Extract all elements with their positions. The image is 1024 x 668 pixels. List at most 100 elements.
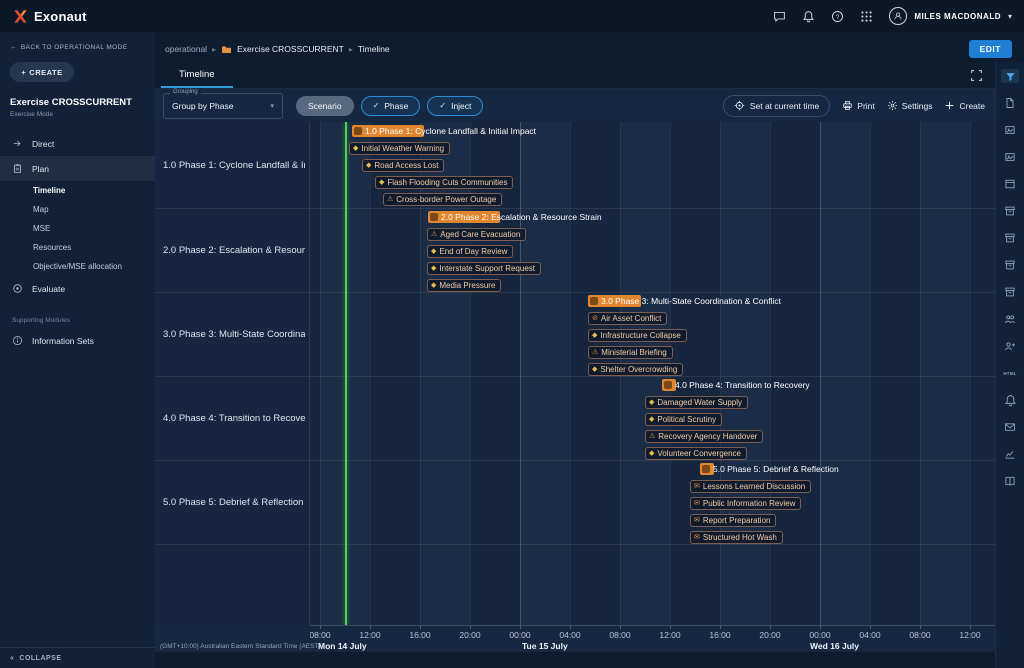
phase-bar-5[interactable] xyxy=(700,463,714,475)
sidebar-subitem-map[interactable]: Map xyxy=(33,205,49,214)
sidebar-item-information-sets[interactable]: Information Sets xyxy=(0,328,155,353)
settings-button[interactable]: Settings xyxy=(887,100,932,111)
edit-button[interactable]: EDIT xyxy=(968,40,1012,58)
inject-initial-weather-warning[interactable]: ◆ Initial Weather Warning xyxy=(349,142,451,155)
grouping-select[interactable]: Grouping Group by Phase ▾ xyxy=(163,88,283,119)
inject-label: Damaged Water Supply xyxy=(657,397,743,407)
phase-bar-2[interactable] xyxy=(428,211,500,223)
chat-icon[interactable] xyxy=(773,10,786,23)
archive-icon[interactable] xyxy=(1001,231,1019,245)
user-menu[interactable]: MILES MACDONALD ▾ xyxy=(889,7,1012,25)
mail-icon[interactable] xyxy=(1001,420,1019,434)
inject-volunteer-convergence[interactable]: ◆ Volunteer Convergence xyxy=(645,447,748,460)
book-icon[interactable] xyxy=(1001,474,1019,488)
inject-label: Cross-border Power Outage xyxy=(396,194,497,204)
breadcrumb-item-exercise-crosscurrent[interactable]: Exercise CROSSCURRENT xyxy=(237,44,344,54)
collapse-sidebar-button[interactable]: « COLLAPSE xyxy=(0,647,155,668)
inject-road-access-lost[interactable]: ◆ Road Access Lost xyxy=(362,159,445,172)
image-icon[interactable] xyxy=(1001,123,1019,137)
chip-label: Scenario xyxy=(308,100,342,111)
people-add-icon[interactable] xyxy=(1001,339,1019,353)
sidebar-subitem-timeline[interactable]: Timeline xyxy=(33,186,66,195)
filter-chips: Scenario ✓ Phase ✓ Inject xyxy=(296,95,484,116)
chart-icon[interactable] xyxy=(1001,447,1019,461)
phase-bar-chip-icon xyxy=(430,213,438,221)
apps-grid-icon[interactable] xyxy=(860,10,873,23)
bell-icon[interactable] xyxy=(1001,393,1019,407)
row-separator xyxy=(155,544,309,545)
inject-political-scrutiny[interactable]: ◆ Political Scrutiny xyxy=(645,413,723,426)
funnel-icon[interactable] xyxy=(1001,69,1019,83)
back-to-operational-mode-link[interactable]: ← BACK TO OPERATIONAL MODE xyxy=(0,32,155,51)
sidebar-nav: Direct Plan Timeline Map MSE Resources Objecti… xyxy=(0,131,155,301)
inject-recovery-agency-handover[interactable]: ⚠ Recovery Agency Handover xyxy=(645,430,764,443)
sidebar-item-plan[interactable]: Plan xyxy=(0,156,155,181)
fullscreen-icon[interactable] xyxy=(970,69,983,82)
current-time-marker[interactable] xyxy=(345,122,347,625)
sidebar-item-direct[interactable]: Direct xyxy=(0,131,155,156)
inject-label: Ministerial Briefing xyxy=(601,347,667,357)
time-axis: 08:00 12:00 16:00 20:00 00:00 04:00 08:00 12:00… xyxy=(310,625,995,652)
phase-label-column: 1.0 Phase 1: Cyclone Landfall & Initia..… xyxy=(155,122,310,625)
inject-label: Media Pressure xyxy=(439,280,496,290)
sidebar-item-label: Direct xyxy=(32,138,55,149)
notifications-bell-icon[interactable] xyxy=(802,10,815,23)
inject-cross-border-power-outage[interactable]: ⚠ Cross-border Power Outage xyxy=(383,193,503,206)
inject-air-asset-conflict[interactable]: ⊘ Air Asset Conflict xyxy=(588,312,668,325)
sidebar-subitem-resources[interactable]: Resources xyxy=(33,243,72,252)
diamond-icon: ◆ xyxy=(649,450,655,457)
chip-scenario[interactable]: Scenario xyxy=(296,95,354,116)
sidebar-subitem-objective-mse-allocation[interactable]: Objective/MSE allocation xyxy=(33,262,122,271)
phase-bar-3[interactable] xyxy=(588,295,641,307)
timeline-chart[interactable]: 1.0 Phase 1: Cyclone Landfall & Initial … xyxy=(310,122,995,625)
tab-timeline[interactable]: Timeline xyxy=(161,62,233,88)
inject-end-of-day-review[interactable]: ◆ End of Day Review xyxy=(427,245,514,258)
inject-report-preparation[interactable]: ✉ Report Preparation xyxy=(690,514,777,527)
phase-bar-1[interactable] xyxy=(352,125,424,137)
panel-icon[interactable] xyxy=(1001,177,1019,191)
archive-icon[interactable] xyxy=(1001,204,1019,218)
gear-icon xyxy=(887,100,898,111)
inject-lessons-learned-discussion[interactable]: ✉ Lessons Learned Discussion xyxy=(690,480,812,493)
html-icon[interactable]: HTML xyxy=(1003,370,1017,376)
sidebar-item-evaluate[interactable]: Evaluate xyxy=(0,276,155,301)
help-icon[interactable]: ? xyxy=(831,10,844,23)
people-icon[interactable] xyxy=(1001,312,1019,326)
inject-structured-hot-wash[interactable]: ✉ Structured Hot Wash xyxy=(690,531,783,544)
main-content: operational ▸ Exercise CROSSCURRENT ▸ Timeli… xyxy=(155,32,1024,668)
image-icon[interactable] xyxy=(1001,150,1019,164)
inject-flash-flooding-cuts-communities[interactable]: ◆ Flash Flooding Cuts Communities xyxy=(375,176,514,189)
set-at-current-time-button[interactable]: Set at current time xyxy=(722,94,831,117)
axis-tickmark xyxy=(320,626,321,629)
breadcrumb-item-operational[interactable]: operational xyxy=(165,44,208,54)
direct-icon xyxy=(12,138,23,149)
breadcrumb: operational ▸ Exercise CROSSCURRENT ▸ Timeli… xyxy=(165,44,390,55)
inject-media-pressure[interactable]: ◆ Media Pressure xyxy=(427,279,502,292)
archive-icon[interactable] xyxy=(1001,258,1019,272)
inject-shelter-overcrowding[interactable]: ◆ Shelter Overcrowding xyxy=(588,363,684,376)
axis-tick-label: 16:00 xyxy=(409,630,431,640)
axis-tickmark xyxy=(820,626,821,629)
sidebar-create-button[interactable]: + CREATE xyxy=(10,62,74,82)
inject-infrastructure-collapse[interactable]: ◆ Infrastructure Collapse xyxy=(588,329,687,342)
supporting-items: Information Sets xyxy=(0,328,155,353)
grouping-select-label: Grouping xyxy=(170,88,201,95)
inject-aged-care-evacuation[interactable]: ⚠ Aged Care Evacuation xyxy=(427,228,527,241)
breadcrumb-item-timeline[interactable]: Timeline xyxy=(357,44,390,54)
archive-icon[interactable] xyxy=(1001,285,1019,299)
inject-damaged-water-supply[interactable]: ◆ Damaged Water Supply xyxy=(645,396,749,409)
grouping-select-value: Group by Phase xyxy=(172,100,234,111)
printer-icon xyxy=(842,100,853,111)
inject-interstate-support-request[interactable]: ◆ Interstate Support Request xyxy=(427,262,542,275)
inject-public-information-review[interactable]: ✉ Public Information Review xyxy=(690,497,802,510)
file-icon[interactable] xyxy=(1001,96,1019,110)
create-button[interactable]: Create xyxy=(944,100,985,111)
print-button[interactable]: Print xyxy=(842,100,875,111)
topbar-actions: ? MILES MACDONALD ▾ xyxy=(773,7,1012,25)
chip-phase[interactable]: ✓ Phase xyxy=(360,95,421,116)
chip-inject[interactable]: ✓ Inject xyxy=(427,95,484,116)
phase-bar-4[interactable] xyxy=(662,379,676,391)
inject-ministerial-briefing[interactable]: ⚠ Ministerial Briefing xyxy=(588,346,673,359)
diamond-icon: ◆ xyxy=(431,248,437,255)
sidebar-subitem-mse[interactable]: MSE xyxy=(33,224,51,233)
